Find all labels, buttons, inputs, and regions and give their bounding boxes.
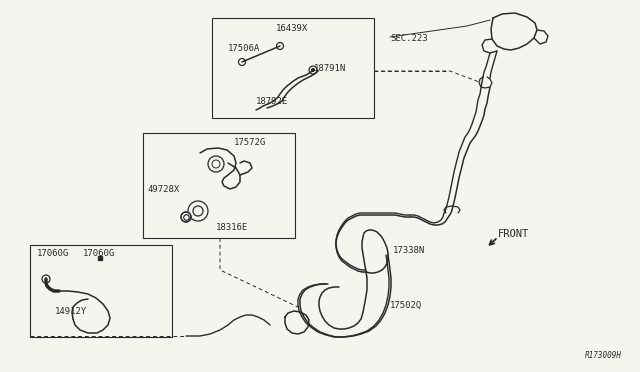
Text: 17338N: 17338N	[393, 246, 425, 255]
Text: 49728X: 49728X	[148, 185, 180, 194]
Text: SEC.223: SEC.223	[390, 34, 428, 43]
Bar	[30, 245, 172, 337]
Text: 18791N: 18791N	[314, 64, 346, 73]
Circle shape	[181, 212, 191, 222]
Text: 17502Q: 17502Q	[390, 301, 422, 310]
Bar	[143, 133, 295, 238]
Text: R173009H: R173009H	[585, 351, 622, 360]
Text: 18316E: 18316E	[216, 223, 248, 232]
Text: 18792E: 18792E	[256, 97, 288, 106]
Circle shape	[312, 68, 314, 71]
Bar	[212, 18, 374, 118]
Text: 16439X: 16439X	[276, 24, 308, 33]
Text: FRONT: FRONT	[498, 229, 529, 239]
Text: 17506A: 17506A	[228, 44, 260, 53]
Text: 14912Y: 14912Y	[55, 307, 87, 316]
Text: 17572G: 17572G	[234, 138, 266, 147]
Text: 17060G: 17060G	[37, 249, 69, 258]
Text: 17060G: 17060G	[83, 249, 115, 258]
